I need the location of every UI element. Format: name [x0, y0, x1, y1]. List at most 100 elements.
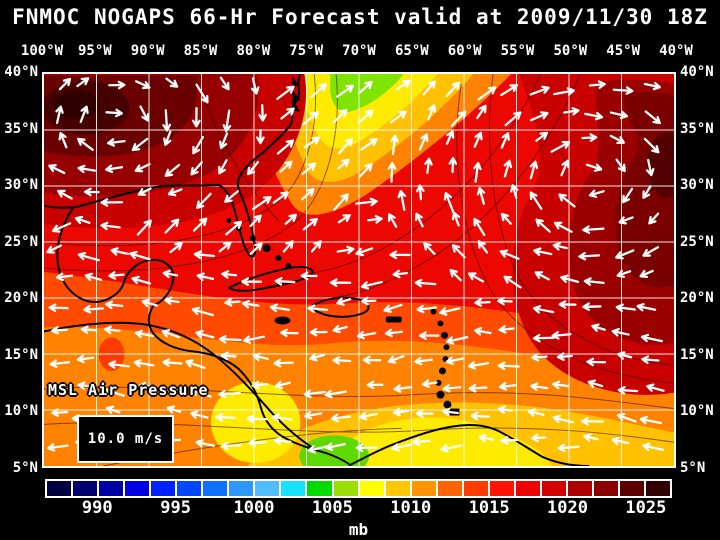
wind-arrow-icon — [360, 296, 377, 306]
wind-arrow-icon — [162, 358, 183, 367]
wind-arrow-icon — [105, 164, 124, 174]
wind-arrow-icon — [412, 437, 431, 447]
wind-arrow-icon — [424, 157, 433, 175]
lat-tick-label: 10°N — [680, 403, 714, 420]
wind-arrow-icon — [222, 109, 232, 133]
wind-arrow-icon — [190, 387, 212, 398]
wind-arrow-icon — [279, 160, 293, 173]
colorbar-tick-label: 1005 — [311, 498, 353, 518]
lon-tick-label: 65°W — [394, 43, 429, 59]
wind-arrow-icon — [617, 386, 639, 395]
wind-arrow-icon — [80, 325, 98, 334]
wind-arrow-icon — [648, 212, 660, 225]
wind-arrow-icon — [337, 214, 351, 224]
wind-arrow-icon — [251, 380, 269, 390]
wind-arrow-icon — [392, 269, 409, 279]
wind-arrow-icon — [166, 405, 182, 414]
wind-arrow-icon — [535, 218, 551, 233]
wind-arrow-icon — [560, 274, 580, 283]
wind-arrow-icon — [274, 277, 296, 286]
wind-arrow-icon — [218, 389, 241, 399]
colorbar-segment — [644, 481, 671, 496]
wind-arrow-icon — [588, 189, 605, 198]
wind-arrow-icon — [529, 111, 549, 122]
wind-arrow-icon — [643, 137, 660, 154]
wind-arrow-icon — [76, 77, 90, 88]
lon-tick-label: 70°W — [342, 43, 376, 59]
lat-tick-label: 30°N — [4, 177, 38, 194]
wind-arrow-icon — [269, 303, 291, 313]
wind-arrow-icon — [302, 217, 318, 231]
wind-arrow-icon — [220, 441, 242, 451]
wind-arrow-icon — [423, 242, 436, 256]
wind-arrow-icon — [550, 140, 571, 153]
wind-arrow-icon — [395, 79, 411, 91]
wind-arrow-icon — [167, 188, 183, 197]
wind-arrow-icon — [84, 272, 103, 282]
wind-arrow-icon — [100, 198, 124, 207]
colorbar-segment — [123, 481, 150, 496]
wind-arrow-icon — [616, 269, 632, 278]
wind-arrow-icon — [106, 138, 126, 147]
wind-arrow-icon — [384, 328, 404, 338]
wind-arrow-icon — [586, 357, 607, 367]
wind-arrow-icon — [273, 358, 294, 368]
lon-tick-label: 95°W — [77, 43, 112, 59]
wind-arrow-icon — [136, 219, 152, 236]
wind-arrow-icon — [108, 271, 125, 280]
wind-arrow-icon — [77, 251, 100, 262]
wind-arrow-icon — [531, 352, 548, 362]
wind-arrow-icon — [58, 77, 72, 91]
wind-arrow-icon — [642, 246, 660, 257]
wind-arrow-icon — [530, 382, 549, 391]
wind-arrow-icon — [612, 86, 634, 95]
wind-arrow-icon — [162, 109, 172, 132]
wind-arrow-icon — [330, 413, 352, 423]
lat-tick-label: 20°N — [680, 290, 714, 307]
colorbar-tick-label: 995 — [160, 498, 191, 518]
wind-arrow-icon — [336, 84, 354, 98]
wind-arrow-icon — [276, 85, 295, 101]
wind-arrow-icon — [195, 83, 209, 104]
wind-arrow-icon — [246, 160, 260, 176]
wind-arrow-icon — [309, 353, 326, 362]
wind-arrow-icon — [427, 104, 437, 121]
wind-arrow-icon — [498, 382, 517, 391]
wind-arrow-icon — [476, 187, 486, 205]
wind-arrow-icon — [497, 405, 513, 414]
wind-arrow-icon — [527, 408, 545, 417]
wind-arrow-icon — [468, 383, 488, 393]
wind-arrow-icon — [55, 272, 74, 282]
wind-arrow-icon — [55, 105, 64, 124]
wind-arrow-icon — [219, 132, 229, 150]
wind-arrow-icon — [640, 333, 664, 343]
lon-tick-label: 75°W — [289, 43, 324, 59]
wind-arrow-icon — [557, 443, 580, 453]
wind-arrow-icon — [500, 212, 512, 225]
wind-arrow-icon — [366, 380, 384, 390]
grid-lines — [44, 74, 674, 466]
wind-arrow-icon — [532, 305, 555, 314]
wind-arrow-icon — [556, 352, 573, 361]
wind-arrow-icon — [645, 158, 655, 177]
wind-arrow-icon — [473, 162, 482, 183]
wind-arrow-icon — [256, 128, 265, 145]
wind-arrow-icon — [185, 359, 206, 370]
wind-arrow-icon — [387, 162, 397, 183]
lat-tick-label: 35°N — [680, 120, 714, 137]
wind-arrow-icon — [357, 80, 373, 95]
lon-tick-label: 55°W — [500, 43, 535, 59]
wind-arrow-icon — [336, 297, 352, 306]
wind-arrow-icon — [131, 137, 149, 152]
colorbar-tick-label: 1015 — [468, 498, 510, 518]
wind-arrow-icon — [133, 358, 155, 368]
wind-arrow-icon — [135, 80, 151, 90]
lat-tick-label: 40°N — [680, 64, 714, 80]
colorbar-segment — [331, 481, 358, 496]
wind-arrow-icon — [218, 159, 228, 175]
wind-arrow-icon — [581, 416, 604, 426]
wind-arrow-icon — [616, 412, 637, 423]
colorbar-segment — [487, 481, 514, 496]
wind-arrow-icon — [445, 81, 461, 97]
colorbar-tick-label: 1010 — [390, 498, 432, 518]
